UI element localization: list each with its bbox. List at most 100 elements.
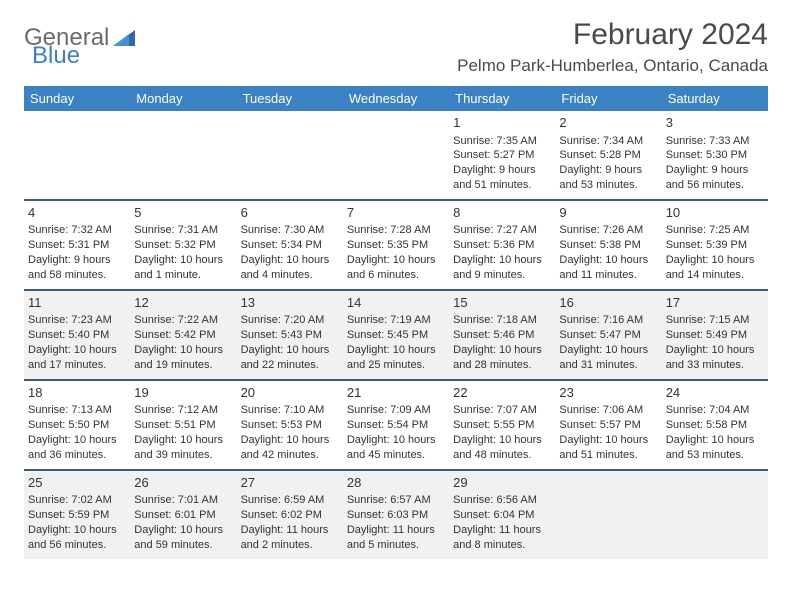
day-number: 1 bbox=[453, 114, 551, 132]
day-cell: 4Sunrise: 7:32 AMSunset: 5:31 PMDaylight… bbox=[24, 200, 130, 290]
daylight-text: and 51 minutes. bbox=[453, 178, 551, 193]
day-number: 28 bbox=[347, 474, 445, 492]
logo-text-blue: Blue bbox=[32, 42, 80, 70]
daylight-text: Daylight: 10 hours bbox=[347, 433, 445, 448]
day-number: 10 bbox=[666, 204, 764, 222]
sunset-text: Sunset: 5:46 PM bbox=[453, 328, 551, 343]
day-cell: 29Sunrise: 6:56 AMSunset: 6:04 PMDayligh… bbox=[449, 470, 555, 559]
title-location: Pelmo Park-Humberlea, Ontario, Canada bbox=[457, 56, 768, 76]
day-cell: 17Sunrise: 7:15 AMSunset: 5:49 PMDayligh… bbox=[662, 290, 768, 380]
day-number: 9 bbox=[559, 204, 657, 222]
day-number: 27 bbox=[241, 474, 339, 492]
daylight-text: and 56 minutes. bbox=[28, 538, 126, 553]
day-cell: 9Sunrise: 7:26 AMSunset: 5:38 PMDaylight… bbox=[555, 200, 661, 290]
daylight-text: and 33 minutes. bbox=[666, 358, 764, 373]
day-number: 4 bbox=[28, 204, 126, 222]
sunrise-text: Sunrise: 7:34 AM bbox=[559, 134, 657, 149]
sunrise-text: Sunrise: 7:28 AM bbox=[347, 223, 445, 238]
daylight-text: Daylight: 10 hours bbox=[347, 343, 445, 358]
daylight-text: Daylight: 9 hours bbox=[666, 163, 764, 178]
sunrise-text: Sunrise: 7:07 AM bbox=[453, 403, 551, 418]
sunrise-text: Sunrise: 7:16 AM bbox=[559, 313, 657, 328]
day-number: 15 bbox=[453, 294, 551, 312]
day-number: 29 bbox=[453, 474, 551, 492]
sunset-text: Sunset: 5:54 PM bbox=[347, 418, 445, 433]
daylight-text: Daylight: 10 hours bbox=[134, 523, 232, 538]
sunrise-text: Sunrise: 7:23 AM bbox=[28, 313, 126, 328]
sunrise-text: Sunrise: 7:30 AM bbox=[241, 223, 339, 238]
day-cell: 2Sunrise: 7:34 AMSunset: 5:28 PMDaylight… bbox=[555, 111, 661, 200]
sunset-text: Sunset: 5:39 PM bbox=[666, 238, 764, 253]
day-cell bbox=[24, 111, 130, 200]
sunset-text: Sunset: 5:58 PM bbox=[666, 418, 764, 433]
weekday-header: Sunday bbox=[24, 86, 130, 111]
day-cell bbox=[343, 111, 449, 200]
sunset-text: Sunset: 5:35 PM bbox=[347, 238, 445, 253]
sunrise-text: Sunrise: 7:25 AM bbox=[666, 223, 764, 238]
sunset-text: Sunset: 5:50 PM bbox=[28, 418, 126, 433]
weekday-header-row: Sunday Monday Tuesday Wednesday Thursday… bbox=[24, 86, 768, 111]
daylight-text: Daylight: 10 hours bbox=[559, 253, 657, 268]
sunrise-text: Sunrise: 7:09 AM bbox=[347, 403, 445, 418]
sunrise-text: Sunrise: 7:04 AM bbox=[666, 403, 764, 418]
daylight-text: Daylight: 10 hours bbox=[134, 343, 232, 358]
day-number: 8 bbox=[453, 204, 551, 222]
sunset-text: Sunset: 5:38 PM bbox=[559, 238, 657, 253]
sunset-text: Sunset: 5:42 PM bbox=[134, 328, 232, 343]
sunset-text: Sunset: 5:47 PM bbox=[559, 328, 657, 343]
day-number: 20 bbox=[241, 384, 339, 402]
sunrise-text: Sunrise: 7:27 AM bbox=[453, 223, 551, 238]
sunrise-text: Sunrise: 7:35 AM bbox=[453, 134, 551, 149]
weekday-header: Wednesday bbox=[343, 86, 449, 111]
day-cell: 6Sunrise: 7:30 AMSunset: 5:34 PMDaylight… bbox=[237, 200, 343, 290]
daylight-text: and 9 minutes. bbox=[453, 268, 551, 283]
daylight-text: Daylight: 10 hours bbox=[453, 433, 551, 448]
daylight-text: and 53 minutes. bbox=[559, 178, 657, 193]
day-number: 18 bbox=[28, 384, 126, 402]
daylight-text: and 4 minutes. bbox=[241, 268, 339, 283]
day-cell bbox=[130, 111, 236, 200]
logo: General Blue bbox=[24, 24, 135, 52]
day-cell: 13Sunrise: 7:20 AMSunset: 5:43 PMDayligh… bbox=[237, 290, 343, 380]
sunrise-text: Sunrise: 7:26 AM bbox=[559, 223, 657, 238]
sunset-text: Sunset: 5:31 PM bbox=[28, 238, 126, 253]
day-cell: 14Sunrise: 7:19 AMSunset: 5:45 PMDayligh… bbox=[343, 290, 449, 380]
sunrise-text: Sunrise: 6:57 AM bbox=[347, 493, 445, 508]
sunset-text: Sunset: 5:28 PM bbox=[559, 148, 657, 163]
sunset-text: Sunset: 5:27 PM bbox=[453, 148, 551, 163]
daylight-text: and 56 minutes. bbox=[666, 178, 764, 193]
daylight-text: and 45 minutes. bbox=[347, 448, 445, 463]
daylight-text: Daylight: 10 hours bbox=[666, 433, 764, 448]
day-number: 5 bbox=[134, 204, 232, 222]
logo-sail-icon bbox=[113, 30, 135, 46]
week-row: 25Sunrise: 7:02 AMSunset: 5:59 PMDayligh… bbox=[24, 470, 768, 559]
sunrise-text: Sunrise: 7:15 AM bbox=[666, 313, 764, 328]
day-cell: 5Sunrise: 7:31 AMSunset: 5:32 PMDaylight… bbox=[130, 200, 236, 290]
day-number: 3 bbox=[666, 114, 764, 132]
calendar-table: Sunday Monday Tuesday Wednesday Thursday… bbox=[24, 86, 768, 559]
sunset-text: Sunset: 6:03 PM bbox=[347, 508, 445, 523]
daylight-text: and 39 minutes. bbox=[134, 448, 232, 463]
daylight-text: and 31 minutes. bbox=[559, 358, 657, 373]
daylight-text: and 42 minutes. bbox=[241, 448, 339, 463]
daylight-text: and 59 minutes. bbox=[134, 538, 232, 553]
daylight-text: Daylight: 10 hours bbox=[453, 343, 551, 358]
sunset-text: Sunset: 5:43 PM bbox=[241, 328, 339, 343]
sunset-text: Sunset: 5:36 PM bbox=[453, 238, 551, 253]
sunrise-text: Sunrise: 7:18 AM bbox=[453, 313, 551, 328]
sunrise-text: Sunrise: 7:12 AM bbox=[134, 403, 232, 418]
daylight-text: Daylight: 11 hours bbox=[347, 523, 445, 538]
daylight-text: Daylight: 10 hours bbox=[453, 253, 551, 268]
sunrise-text: Sunrise: 7:10 AM bbox=[241, 403, 339, 418]
daylight-text: and 58 minutes. bbox=[28, 268, 126, 283]
daylight-text: Daylight: 9 hours bbox=[559, 163, 657, 178]
sunset-text: Sunset: 5:59 PM bbox=[28, 508, 126, 523]
daylight-text: and 14 minutes. bbox=[666, 268, 764, 283]
sunset-text: Sunset: 5:45 PM bbox=[347, 328, 445, 343]
daylight-text: and 2 minutes. bbox=[241, 538, 339, 553]
daylight-text: and 17 minutes. bbox=[28, 358, 126, 373]
daylight-text: Daylight: 10 hours bbox=[559, 343, 657, 358]
daylight-text: Daylight: 10 hours bbox=[241, 433, 339, 448]
header: General Blue February 2024 Pelmo Park-Hu… bbox=[24, 18, 768, 76]
day-cell: 10Sunrise: 7:25 AMSunset: 5:39 PMDayligh… bbox=[662, 200, 768, 290]
